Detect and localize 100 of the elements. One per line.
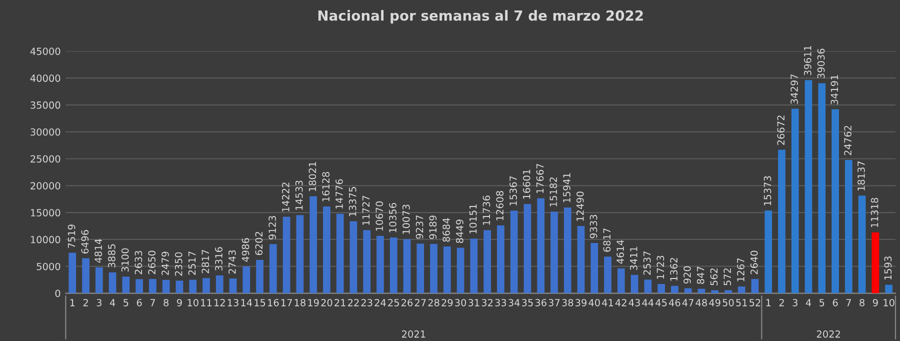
x-tick-label: 23 [361, 298, 372, 306]
text: 2021 [402, 330, 426, 338]
data-label: 9237 [416, 215, 424, 239]
data-label: 3100 [121, 248, 129, 272]
data-label: 10356 [389, 203, 396, 232]
x-tick-label: 10 [188, 298, 198, 306]
bar [256, 260, 264, 294]
data-label: 1267 [737, 258, 744, 282]
bar [564, 207, 572, 294]
data-label: 2479 [162, 252, 169, 276]
x-tick-label: 6 [136, 298, 142, 306]
y-tick-label: 15000 [30, 209, 60, 216]
x-tick-label: 6 [832, 298, 838, 306]
bar [724, 290, 732, 294]
x-tick-label: 37 [548, 298, 560, 306]
bar [95, 267, 103, 294]
x-tick-label: 1 [766, 299, 771, 306]
data-label: 15373 [764, 176, 772, 206]
data-label: 4986 [242, 238, 250, 262]
data-label: 4814 [94, 238, 102, 263]
bar [885, 284, 892, 294]
data-label: 10073 [402, 204, 410, 234]
chart-title: Nacional por semanas al 7 de marzo 2022 [318, 10, 643, 24]
data-label: 18137 [858, 161, 865, 190]
bar [310, 196, 317, 294]
x-tick-label: 50 [722, 298, 734, 306]
bar [577, 226, 585, 294]
bar [136, 279, 143, 294]
data-label: 39611 [804, 46, 812, 76]
bar [350, 221, 358, 294]
bar [484, 230, 491, 294]
bar [644, 280, 652, 294]
y-tick-label: 35000 [30, 101, 60, 109]
x-tick-label: 49 [709, 298, 720, 306]
data-label: 2817 [202, 250, 210, 274]
bar [108, 272, 116, 294]
x-tick-label: 8 [164, 298, 169, 306]
bar [162, 280, 170, 294]
data-label: 920 [684, 266, 691, 284]
data-label: 39036 [817, 48, 825, 78]
bar [242, 266, 250, 294]
bar [416, 244, 424, 294]
y-tick-label: 10000 [30, 236, 60, 244]
x-tick-label: 32 [482, 298, 493, 306]
data-label: 8684 [442, 218, 450, 242]
data-label: 6496 [81, 230, 89, 254]
bar [189, 280, 197, 294]
text: 2022 [816, 330, 840, 338]
data-label: 2350 [174, 252, 182, 276]
data-label: 2517 [188, 252, 196, 275]
x-tick-label: 36 [535, 298, 546, 306]
bar [698, 288, 706, 294]
bar [711, 290, 718, 294]
x-tick-label: 42 [615, 298, 626, 306]
x-tick-label: 13 [228, 298, 238, 306]
data-label: 2640 [750, 250, 758, 274]
x-tick-label: 8 [860, 298, 864, 306]
bar [604, 256, 612, 294]
y-tick-label: 5000 [36, 262, 60, 270]
x-tick-label: 41 [602, 299, 614, 306]
x-tick-label: 4 [806, 299, 812, 306]
x-tick-label: 31 [468, 298, 480, 306]
y-tick-label: 0 [55, 290, 60, 298]
x-tick-label: 17 [281, 299, 292, 306]
bar [149, 279, 156, 294]
data-label: 3411 [630, 246, 638, 270]
x-tick-label: 40 [588, 298, 600, 306]
bar [430, 244, 438, 294]
x-tick-label: 5 [820, 299, 824, 306]
x-tick-label: 14 [241, 299, 252, 306]
bar [68, 252, 76, 294]
bar [791, 108, 799, 294]
bar [764, 210, 772, 294]
data-label: 15941 [563, 173, 570, 202]
bar [496, 225, 504, 294]
bar [804, 80, 812, 294]
x-tick-label: 52 [750, 298, 760, 306]
bar [296, 215, 304, 294]
x-tick-label: 29 [442, 298, 453, 306]
x-tick-label: 9 [872, 298, 878, 306]
bar [470, 238, 478, 294]
data-label: 15367 [510, 176, 517, 206]
data-label: 16601 [522, 170, 530, 199]
x-tick-label: 39 [576, 298, 586, 306]
bar [403, 239, 411, 294]
data-label: 6202 [255, 232, 263, 256]
data-label: 4614 [616, 240, 624, 264]
data-label: 14533 [295, 180, 303, 210]
data-label: 15182 [550, 177, 558, 206]
data-label: 34297 [790, 74, 798, 104]
data-label: 17667 [536, 164, 544, 193]
bar [202, 278, 210, 294]
x-tick-label: 15 [254, 299, 266, 306]
data-label: 9333 [590, 214, 598, 238]
x-tick-label: 28 [428, 298, 440, 306]
x-tick-label: 11 [201, 299, 212, 306]
bar [443, 246, 451, 294]
bar [670, 286, 678, 294]
x-tick-label: 38 [562, 298, 574, 306]
y-tick-label: 25000 [30, 155, 60, 163]
